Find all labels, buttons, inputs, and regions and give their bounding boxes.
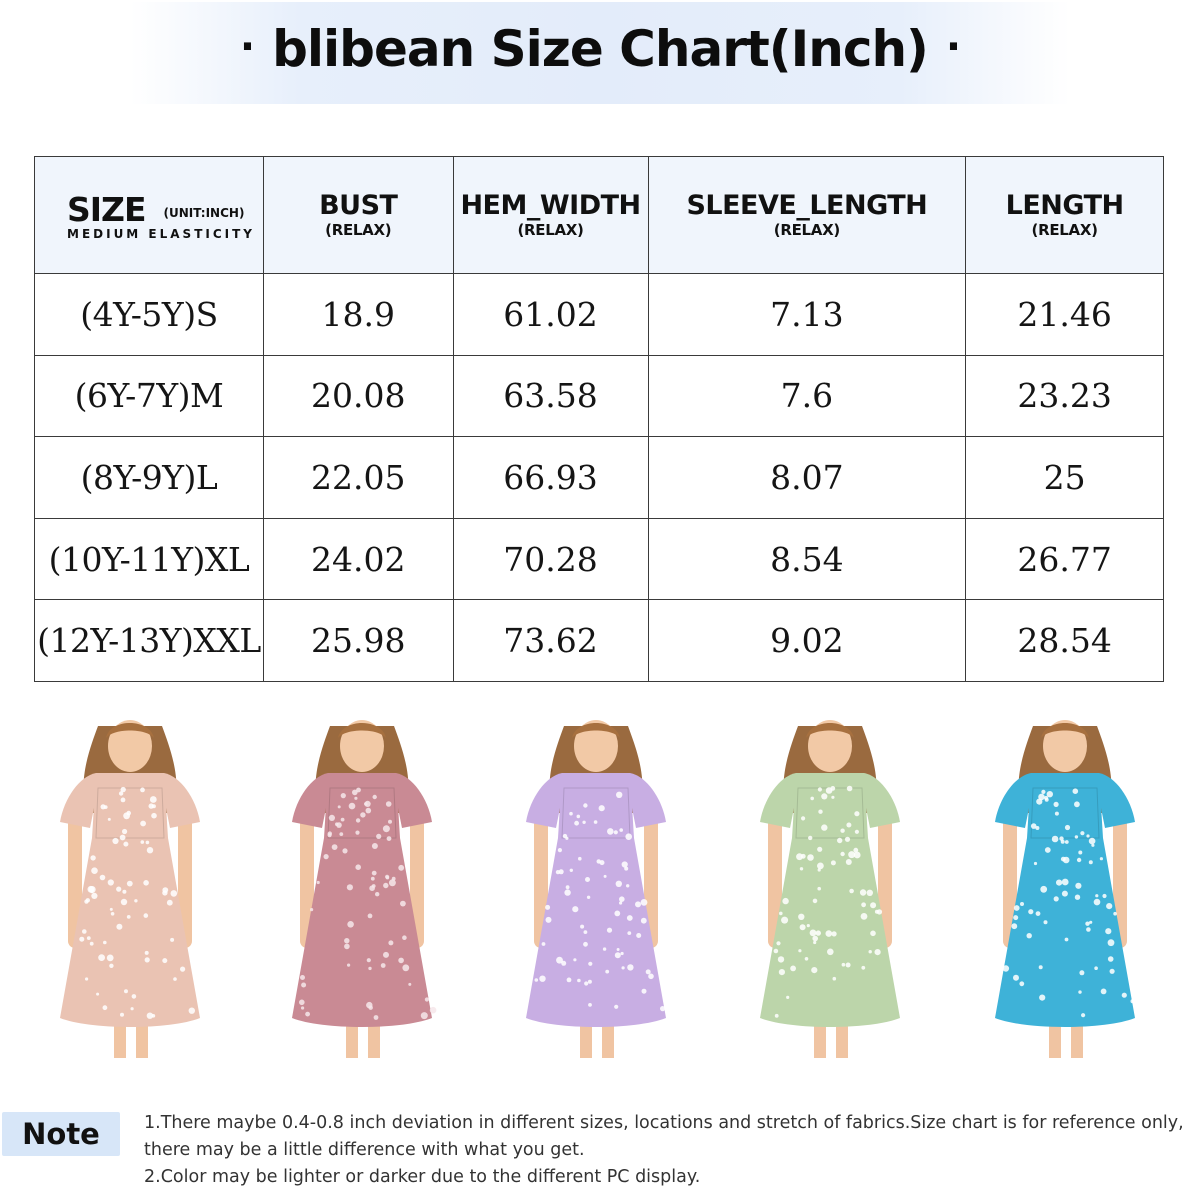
size-column-header: SIZE (UNIT:INCH) MEDIUM ELASTICITY (34, 156, 264, 274)
column-header-sub: (RELAX) (773, 221, 840, 239)
sleeve-length-cell: 8.54 (647, 517, 967, 601)
note-line: 2.Color may be lighter or darker due to … (144, 1167, 701, 1187)
size-header-unit: (UNIT:INCH) (163, 205, 245, 220)
column-header-sub: (RELAX) (1031, 221, 1098, 239)
title-text: blibean Size Chart(Inch) (272, 20, 929, 78)
sleeve-length-cell: 7.13 (647, 273, 967, 356)
model-photo-row (0, 718, 1200, 1063)
note-text: 1.There maybe 0.4-0.8 inch deviation in … (144, 1110, 1200, 1188)
hem-width-cell: 73.62 (452, 599, 649, 682)
note-badge: Note (2, 1112, 120, 1156)
table-row: (8Y-9Y)L 22.05 66.93 8.07 25 (34, 436, 1164, 519)
column-header-label: HEM_WIDTH (460, 190, 641, 221)
bust-cell: 25.98 (262, 599, 454, 682)
bust-cell: 20.08 (262, 354, 454, 438)
length-cell: 28.54 (965, 599, 1164, 682)
sleeve-length-cell: 7.6 (647, 354, 967, 438)
column-header-label: SLEEVE_LENGTH (686, 190, 928, 221)
length-cell: 25 (965, 436, 1164, 519)
sleeve-length-cell: 8.07 (647, 436, 967, 519)
model-photo-green-floral (750, 718, 910, 1063)
bust-column-header: BUST (RELAX) (262, 156, 454, 274)
length-cell: 23.23 (965, 354, 1164, 438)
size-header-elasticity: MEDIUM ELASTICITY (67, 226, 255, 241)
size-cell: (10Y-11Y)XL (34, 517, 264, 601)
hem-width-cell: 70.28 (452, 517, 649, 601)
size-cell: (12Y-13Y)XXL (34, 599, 264, 682)
bust-cell: 24.02 (262, 517, 454, 601)
size-cell: (8Y-9Y)L (34, 436, 264, 519)
bust-cell: 18.9 (262, 273, 454, 356)
model-figure (526, 720, 666, 1058)
column-header-label: LENGTH (1005, 190, 1124, 221)
model-photo-purple-floral (516, 718, 676, 1063)
model-photo-apricot-floral (50, 718, 210, 1063)
length-column-header: LENGTH (RELAX) (965, 156, 1164, 274)
hem-width-cell: 61.02 (452, 273, 649, 356)
length-cell: 21.46 (965, 273, 1164, 356)
model-figure (292, 720, 437, 1058)
model-figure (995, 720, 1135, 1058)
table-header-row: SIZE (UNIT:INCH) MEDIUM ELASTICITY BUST (… (34, 156, 1164, 274)
title-band (130, 2, 1070, 104)
model-figure (60, 720, 200, 1058)
length-cell: 26.77 (965, 517, 1164, 601)
size-chart-table: SIZE (UNIT:INCH) MEDIUM ELASTICITY BUST (… (34, 156, 1164, 682)
hem-width-column-header: HEM_WIDTH (RELAX) (452, 156, 649, 274)
column-header-label: BUST (319, 190, 398, 221)
bust-cell: 22.05 (262, 436, 454, 519)
note-line: 1.There maybe 0.4-0.8 inch deviation in … (144, 1113, 1184, 1133)
sleeve-length-column-header: SLEEVE_LENGTH (RELAX) (647, 156, 967, 274)
model-photo-blue-floral (985, 718, 1145, 1063)
size-header-label: SIZE (67, 189, 147, 229)
column-header-sub: (RELAX) (517, 221, 584, 239)
hem-width-cell: 66.93 (452, 436, 649, 519)
hem-width-cell: 63.58 (452, 354, 649, 438)
model-figure (760, 720, 900, 1058)
size-cell: (6Y-7Y)M (34, 354, 264, 438)
column-header-sub: (RELAX) (325, 221, 392, 239)
table-row: (4Y-5Y)S 18.9 61.02 7.13 21.46 (34, 273, 1164, 356)
table-row: (12Y-13Y)XXL 25.98 73.62 9.02 28.54 (34, 599, 1164, 682)
title-dot-left: · (239, 24, 255, 70)
model-photo-pink-floral (282, 718, 442, 1063)
size-cell: (4Y-5Y)S (34, 273, 264, 356)
table-row: (6Y-7Y)M 20.08 63.58 7.6 23.23 (34, 354, 1164, 438)
sleeve-length-cell: 9.02 (647, 599, 967, 682)
table-row: (10Y-11Y)XL 24.02 70.28 8.54 26.77 (34, 517, 1164, 601)
title-dot-right: · (945, 24, 961, 70)
note-line: there may be a little difference with wh… (144, 1140, 585, 1160)
page-title: · blibean Size Chart(Inch) · (0, 20, 1200, 78)
